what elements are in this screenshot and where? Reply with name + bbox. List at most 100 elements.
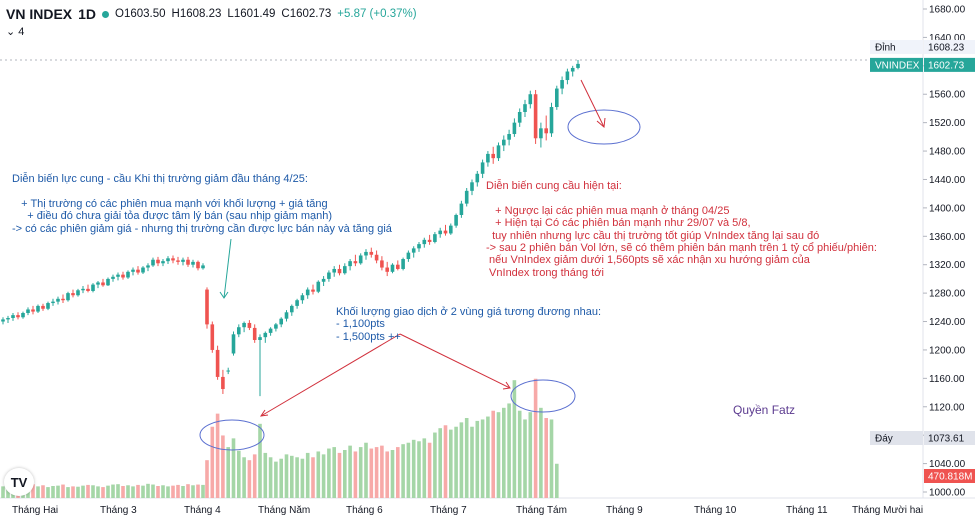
- volume-bar: [51, 486, 55, 498]
- left-annotation[interactable]: Diễn biến lực cung - cầu Khi thị trường …: [12, 173, 392, 235]
- right-annotation[interactable]: Diễn biến cung cầu hiện tại: + Ngược lại…: [486, 180, 877, 279]
- candle-body: [61, 298, 65, 301]
- candle-body: [396, 264, 400, 269]
- last-price-tag: 1602.73: [928, 60, 965, 71]
- volume-bar: [539, 407, 543, 498]
- candle-body: [284, 312, 289, 319]
- right-volume-arrow-head: [502, 381, 511, 390]
- volume-bar: [480, 419, 485, 498]
- target-zone-ellipse[interactable]: [567, 109, 641, 145]
- price-tick-label: 1640.00: [929, 33, 966, 44]
- volume-bar: [215, 413, 220, 498]
- volume-bar: [364, 442, 368, 498]
- volume-bar: [337, 452, 342, 498]
- candle-body: [274, 324, 278, 329]
- candle-body: [141, 267, 145, 273]
- volume-bar: [502, 407, 506, 498]
- volume-bar: [166, 486, 170, 498]
- volume-bar: [146, 483, 150, 498]
- middle-annotation[interactable]: Khối lượng giao dịch ở 2 vùng giá tương …: [336, 306, 601, 343]
- volume-bar: [422, 438, 427, 498]
- volume-bar: [380, 445, 384, 498]
- time-axis: Tháng Hai Tháng 3 Tháng 4 Tháng Năm Tháng 6 T…: [12, 505, 923, 516]
- candle-body: [422, 239, 427, 245]
- candle-body: [348, 261, 352, 267]
- candle-body: [480, 162, 485, 174]
- volume-bar: [279, 458, 283, 498]
- candle-body: [512, 122, 517, 135]
- volume-bar: [284, 454, 289, 498]
- symbol-name[interactable]: VN INDEX: [6, 6, 73, 22]
- volume-bar: [221, 435, 225, 498]
- volume-bar: [348, 445, 352, 498]
- volume-bar: [176, 484, 180, 498]
- august-volume-ellipse[interactable]: [510, 379, 576, 413]
- price-tick-label: 1440.00: [929, 175, 966, 186]
- bottom-tag-value: 1073.61: [928, 434, 965, 445]
- left-volume-arrow[interactable]: [260, 333, 401, 417]
- april-volume-ellipse[interactable]: [199, 419, 265, 451]
- volume-bar: [528, 412, 533, 498]
- volume-indicator-toggle[interactable]: ⌄ 4: [6, 25, 24, 38]
- candle-body: [176, 260, 180, 262]
- volume-bar: [555, 463, 559, 498]
- volume-bar: [201, 484, 205, 498]
- time-tick-label: Tháng 3: [100, 505, 137, 516]
- volume-bar: [106, 485, 110, 498]
- volume-bar: [86, 484, 90, 498]
- drawings-layer: [199, 79, 641, 451]
- volume-bar: [343, 450, 347, 498]
- candle-body: [327, 272, 331, 279]
- bottom-tag-label: Đáy: [875, 434, 893, 445]
- volume-bar: [76, 486, 80, 498]
- volume-bar: [242, 457, 246, 498]
- bottom-tag-value-bg: [924, 431, 975, 445]
- candle-body: [549, 107, 554, 134]
- candle-body: [121, 274, 125, 278]
- candle-body: [523, 104, 527, 112]
- volume-bar: [186, 484, 190, 498]
- volume-bar: [390, 450, 395, 498]
- price-tick-label: 1320.00: [929, 260, 966, 271]
- volume-bar: [549, 419, 554, 498]
- candle-body: [486, 153, 490, 163]
- candle-body: [1, 319, 5, 322]
- volume-bar: [290, 455, 294, 498]
- price-tick-label: 1360.00: [929, 232, 966, 243]
- candle-body: [51, 301, 55, 304]
- ohlc-open: O1603.50: [115, 8, 166, 20]
- candle-body: [438, 230, 442, 235]
- author-annotation[interactable]: Quyền Fatz: [733, 403, 796, 417]
- candle-body: [459, 203, 464, 215]
- down-arrow-line[interactable]: [580, 79, 605, 128]
- candle-body: [380, 260, 384, 268]
- price-tick-label: 1520.00: [929, 118, 966, 129]
- volume-bar: [433, 432, 437, 498]
- volume-bar: [369, 448, 374, 498]
- candle-body: [268, 328, 273, 333]
- candle-body: [191, 261, 195, 265]
- price-tick-label: 1240.00: [929, 317, 966, 328]
- volume-bar: [449, 429, 453, 498]
- candle-body: [146, 265, 150, 268]
- candle-body: [374, 254, 379, 261]
- candle-body: [131, 269, 135, 272]
- tradingview-logo[interactable]: TV: [4, 468, 34, 496]
- candle-body: [242, 322, 246, 328]
- candle-body: [210, 324, 215, 350]
- right-volume-arrow[interactable]: [399, 333, 511, 389]
- candle-body: [332, 268, 336, 273]
- candle-body: [565, 71, 570, 81]
- ohlc-high: H1608.23: [171, 8, 222, 20]
- interval-label[interactable]: 1D: [78, 6, 97, 22]
- volume-bar: [401, 444, 405, 498]
- candle-body: [353, 261, 358, 264]
- volume-bar: [311, 457, 315, 498]
- tradingview-logo-text: TV: [10, 474, 28, 490]
- teal-arrow-line[interactable]: [223, 238, 232, 299]
- volume-bar: [374, 447, 379, 498]
- volume-tag-value-bg: [924, 469, 975, 483]
- volume-bar: [507, 403, 511, 498]
- candle-body: [6, 317, 10, 320]
